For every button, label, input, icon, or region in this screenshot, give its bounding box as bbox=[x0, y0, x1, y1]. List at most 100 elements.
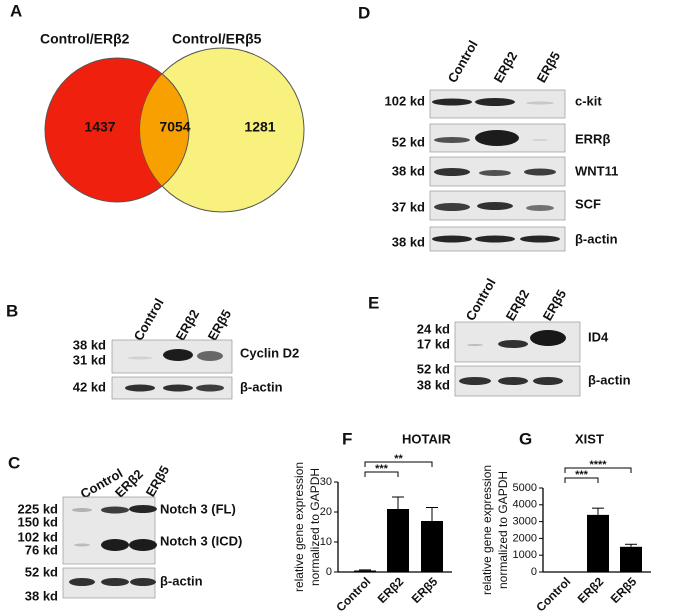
band bbox=[129, 539, 157, 551]
y-tick-label: 2000 bbox=[513, 532, 537, 544]
y-axis-label: relative gene expression bbox=[292, 462, 306, 592]
band bbox=[129, 505, 157, 513]
x-tick-label: Control bbox=[333, 574, 373, 613]
band bbox=[130, 578, 156, 586]
marker: 17 kd bbox=[417, 336, 450, 351]
band bbox=[520, 235, 560, 243]
band bbox=[434, 137, 470, 143]
significance-label: *** bbox=[375, 463, 389, 475]
band bbox=[467, 344, 483, 346]
marker: 102 kd bbox=[18, 529, 59, 544]
significance-bracket bbox=[564, 477, 599, 483]
band bbox=[432, 235, 472, 243]
y-tick-label: 20 bbox=[320, 506, 332, 518]
y-tick-label: 0 bbox=[531, 566, 537, 578]
marker: 52 kd bbox=[417, 361, 450, 376]
band bbox=[477, 202, 513, 210]
lane-label: ERβ2 bbox=[173, 307, 203, 343]
band bbox=[196, 384, 224, 392]
band bbox=[163, 349, 193, 361]
band bbox=[498, 340, 528, 348]
protein: ERRβ bbox=[575, 131, 610, 146]
venn-count: 7054 bbox=[159, 119, 190, 135]
protein: β-actin bbox=[240, 379, 283, 394]
protein: WNT11 bbox=[575, 163, 618, 178]
y-axis-label: normalized to GAPDH bbox=[496, 471, 510, 589]
panel-label: F bbox=[342, 429, 352, 448]
band bbox=[434, 203, 470, 211]
significance-label: *** bbox=[575, 469, 589, 481]
marker: 38 kd bbox=[25, 588, 58, 603]
lane-label: ERβ5 bbox=[143, 463, 173, 499]
lane-label: Control bbox=[463, 276, 499, 324]
set-title: Control/ERβ2 bbox=[40, 31, 130, 47]
band bbox=[459, 377, 491, 385]
marker: 225 kd bbox=[18, 501, 59, 516]
marker: 31 kd bbox=[73, 352, 106, 367]
band bbox=[479, 170, 511, 176]
y-tick-label: 0 bbox=[326, 566, 332, 578]
band bbox=[125, 384, 155, 392]
panel-label: D bbox=[358, 3, 370, 22]
protein: Cyclin D2 bbox=[240, 345, 299, 360]
band bbox=[475, 98, 515, 106]
venn-count: 1437 bbox=[84, 119, 115, 135]
band bbox=[128, 356, 152, 360]
x-tick-label: ERβ2 bbox=[375, 574, 407, 606]
y-tick-label: 4000 bbox=[513, 499, 537, 511]
marker: 52 kd bbox=[392, 134, 425, 149]
band bbox=[533, 377, 563, 385]
band bbox=[197, 351, 223, 361]
bar bbox=[620, 546, 642, 572]
panel-label: A bbox=[10, 1, 22, 20]
bar bbox=[387, 509, 409, 572]
band bbox=[475, 130, 519, 146]
y-tick-label: 10 bbox=[320, 536, 332, 548]
bar bbox=[354, 570, 376, 572]
x-tick-label: ERβ5 bbox=[608, 574, 640, 606]
band bbox=[526, 205, 554, 211]
marker: 37 kd bbox=[392, 199, 425, 214]
marker: 38 kd bbox=[417, 377, 450, 392]
lane-label: Control bbox=[445, 38, 481, 86]
y-tick-label: 5000 bbox=[513, 482, 537, 494]
band bbox=[101, 539, 129, 551]
band bbox=[526, 101, 554, 105]
significance-bracket bbox=[364, 471, 399, 477]
marker: 38 kd bbox=[392, 234, 425, 249]
band bbox=[530, 330, 566, 346]
bar bbox=[421, 521, 443, 572]
y-tick-label: 1000 bbox=[513, 549, 537, 561]
lane-label: Control bbox=[131, 296, 167, 344]
lane-label: ERβ2 bbox=[503, 287, 533, 323]
marker: 102 kd bbox=[385, 93, 426, 108]
venn-overlap bbox=[140, 57, 190, 203]
band bbox=[498, 377, 528, 385]
marker: 38 kd bbox=[73, 337, 106, 352]
band bbox=[101, 506, 129, 514]
significance-bracket bbox=[564, 467, 632, 473]
protein: ID4 bbox=[588, 329, 609, 344]
band bbox=[524, 168, 556, 176]
significance-label: ** bbox=[394, 453, 403, 465]
venn-count: 1281 bbox=[244, 119, 275, 135]
x-tick-label: ERβ2 bbox=[575, 574, 607, 606]
marker: 42 kd bbox=[73, 379, 106, 394]
band bbox=[475, 235, 515, 243]
panel-label: G bbox=[519, 429, 532, 448]
lane-label: ERβ5 bbox=[540, 287, 570, 323]
x-tick-label: Control bbox=[533, 574, 573, 613]
marker: 38 kd bbox=[392, 163, 425, 178]
chart-title: HOTAIR bbox=[402, 431, 451, 446]
band bbox=[432, 98, 472, 106]
significance-bracket bbox=[364, 461, 433, 467]
band bbox=[69, 578, 95, 586]
band bbox=[163, 384, 193, 392]
marker: 52 kd bbox=[25, 564, 58, 579]
protein: Notch 3 (ICD) bbox=[160, 533, 242, 548]
set-title: Control/ERβ5 bbox=[172, 31, 262, 47]
chart-title: XIST bbox=[575, 431, 604, 446]
marker: 150 kd bbox=[18, 514, 59, 529]
band bbox=[434, 168, 470, 176]
